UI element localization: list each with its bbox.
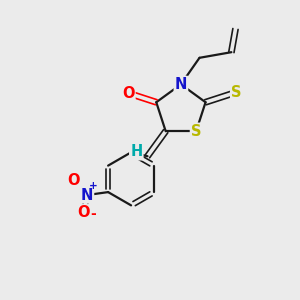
Text: O: O bbox=[68, 173, 80, 188]
Text: O: O bbox=[78, 205, 90, 220]
Text: S: S bbox=[191, 124, 201, 139]
Text: N: N bbox=[175, 77, 187, 92]
Text: N: N bbox=[81, 188, 93, 202]
Text: H: H bbox=[130, 144, 142, 159]
Text: O: O bbox=[122, 85, 134, 100]
Text: S: S bbox=[231, 85, 242, 100]
Text: +: + bbox=[89, 181, 98, 191]
Text: -: - bbox=[91, 207, 96, 221]
